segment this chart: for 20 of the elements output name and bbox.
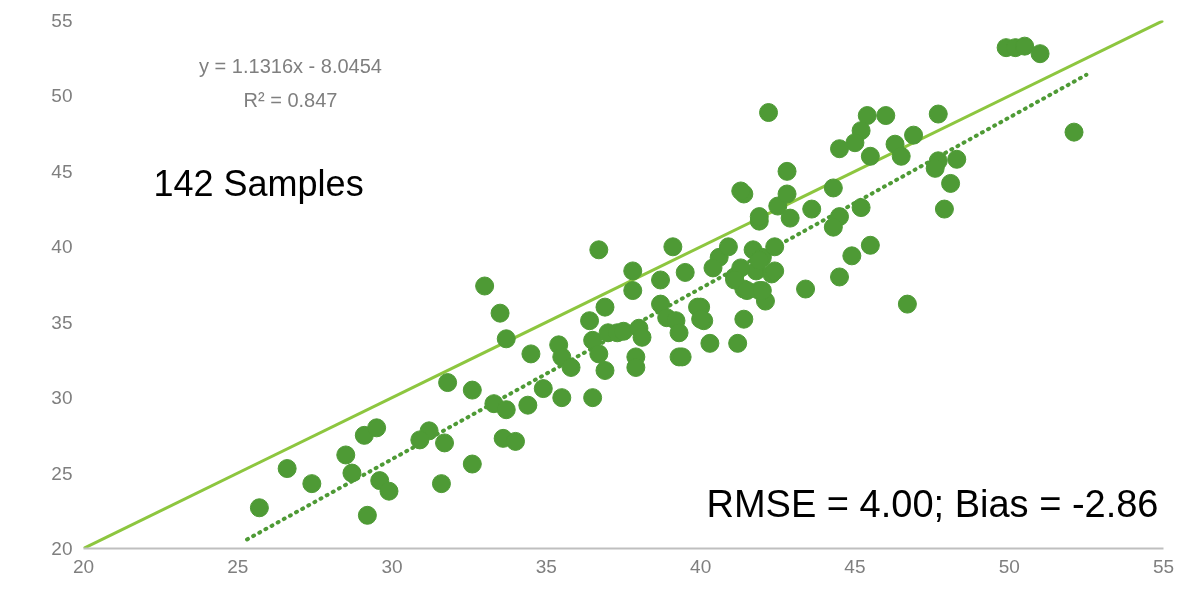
annotation: RMSE = 4.00; Bias = -2.86 xyxy=(706,482,1159,525)
x-tick-label: 45 xyxy=(844,555,866,577)
annotation: R² = 0.847 xyxy=(243,88,338,111)
y-tick-label: 30 xyxy=(51,387,73,409)
x-tick-label: 55 xyxy=(1152,555,1175,577)
y-tick-label: 55 xyxy=(51,10,73,31)
annotation: y = 1.1316x - 8.0454 xyxy=(199,54,382,77)
y-tick-label: 50 xyxy=(51,85,73,107)
x-tick-label: 20 xyxy=(72,555,95,577)
x-tick-label: 30 xyxy=(381,555,403,577)
x-tick-label: 40 xyxy=(690,555,712,577)
y-tick-label: 20 xyxy=(51,538,73,559)
x-tick-label: 50 xyxy=(998,555,1020,577)
y-tick-label: 40 xyxy=(51,236,73,258)
y-tick-label: 35 xyxy=(51,311,73,333)
y-tick-label: 45 xyxy=(51,160,73,182)
x-tick-label: 25 xyxy=(227,555,249,577)
x-tick-label: 35 xyxy=(535,555,557,577)
annotation: 142 Samples xyxy=(153,163,364,204)
y-tick-label: 25 xyxy=(51,462,73,484)
